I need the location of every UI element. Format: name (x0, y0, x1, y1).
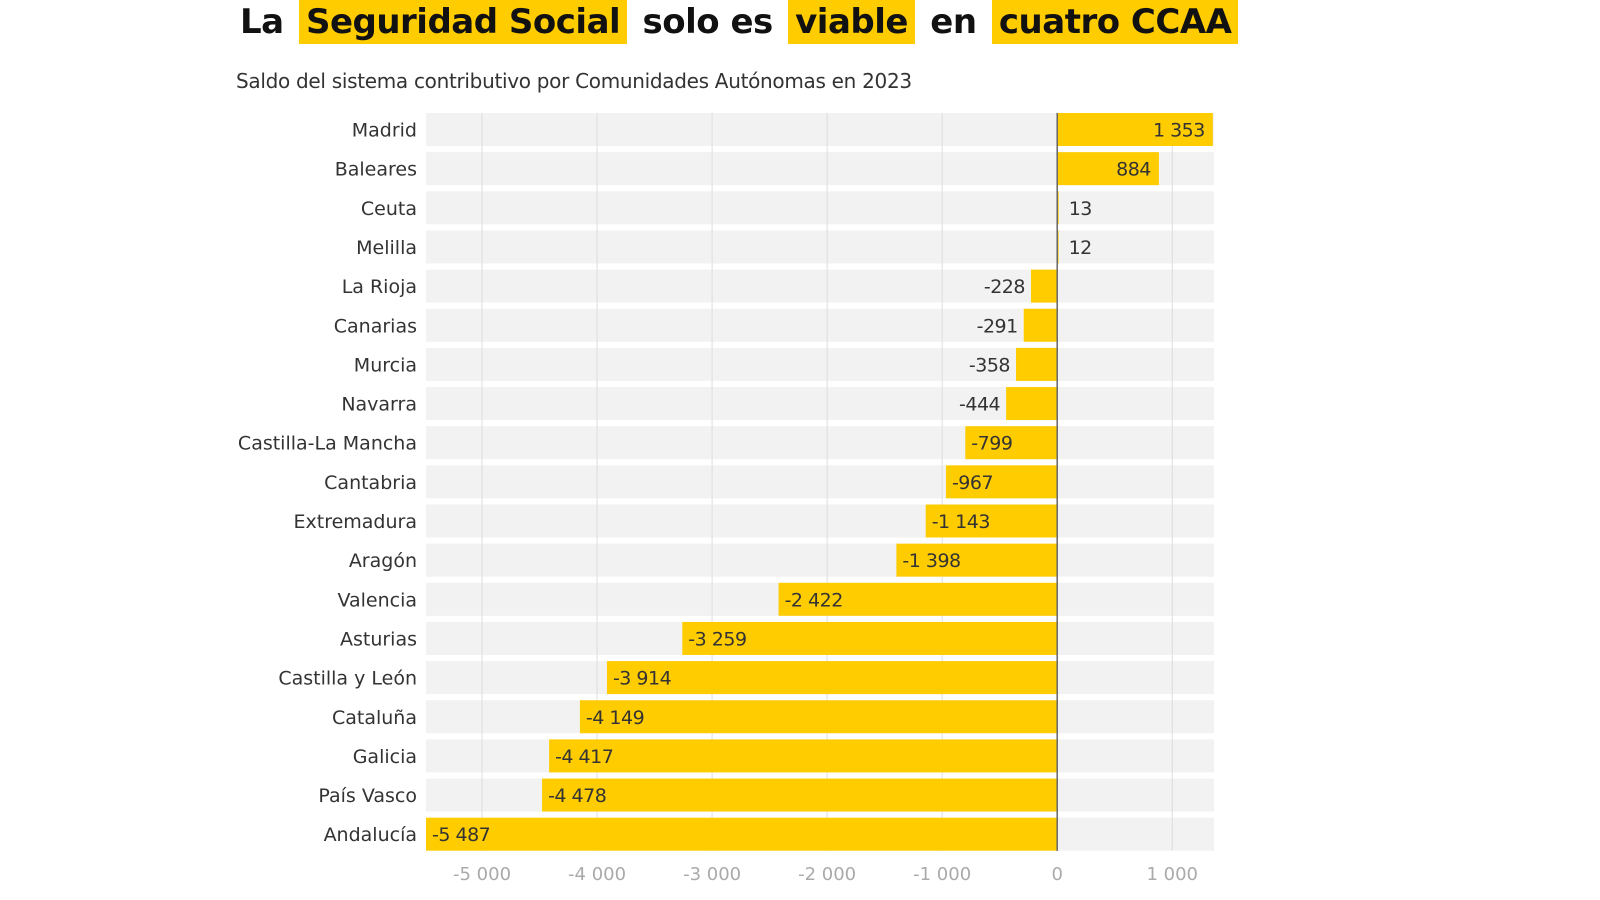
bar-cantabria (945, 465, 1058, 499)
x-tick-label: 0 (1051, 864, 1062, 885)
category-label: Cantabria (324, 472, 417, 494)
category-label: Baleares (335, 159, 417, 181)
title-highlight: Seguridad Social (298, 0, 628, 44)
title-text: solo es (642, 2, 774, 42)
value-label: -4 417 (555, 746, 613, 768)
value-label: -3 259 (688, 628, 746, 650)
row-band (426, 269, 1214, 303)
category-label: Cataluña (332, 707, 417, 729)
bar-murcia (1016, 347, 1058, 381)
x-tick-label: -1 000 (913, 864, 971, 885)
category-label: Castilla y León (278, 668, 417, 690)
category-label: Canarias (334, 315, 417, 337)
value-label: 13 (1069, 198, 1092, 220)
row-band (426, 465, 1214, 499)
category-label: Aragón (349, 550, 417, 572)
value-label: 1 353 (1153, 120, 1205, 142)
chart-title: La Seguridad Social solo es viable en cu… (236, 0, 1239, 44)
category-label: Galicia (353, 746, 417, 768)
title-highlight: viable (788, 0, 915, 44)
category-label: País Vasco (318, 785, 417, 807)
bar-galicia (549, 739, 1058, 773)
value-label: -3 914 (613, 668, 672, 690)
row-band (426, 347, 1214, 381)
value-label: -5 487 (432, 824, 490, 846)
value-label: -967 (952, 472, 993, 494)
bar-valencia (778, 582, 1058, 616)
chart-subtitle: Saldo del sistema contributivo por Comun… (236, 69, 912, 93)
value-label: -799 (971, 433, 1012, 455)
bar-canarias (1023, 308, 1058, 342)
bar-país-vasco (542, 778, 1058, 812)
row-band (426, 426, 1214, 460)
value-label: -291 (977, 315, 1018, 337)
bar-navarra (1006, 387, 1058, 421)
bar-baleares (1057, 152, 1159, 186)
row-band (426, 504, 1214, 538)
value-label: -1 143 (932, 511, 990, 533)
value-label: 884 (1116, 159, 1151, 181)
bar-la-rioja (1030, 269, 1058, 303)
row-band (426, 387, 1214, 421)
x-tick-label: -3 000 (683, 864, 741, 885)
row-band (426, 230, 1214, 264)
value-label: -228 (984, 276, 1025, 298)
value-label: -358 (969, 354, 1010, 376)
title-text: La (240, 2, 284, 42)
value-label: -1 398 (902, 550, 960, 572)
bar-cataluña (579, 700, 1058, 734)
bar-extremadura (925, 504, 1058, 538)
row-band (426, 543, 1214, 577)
value-label: 12 (1069, 237, 1092, 259)
category-label: Melilla (356, 237, 417, 259)
category-label: Madrid (352, 120, 417, 142)
bar-castilla-la-mancha (965, 426, 1058, 460)
value-label: -444 (959, 394, 1001, 416)
bar-madrid (1057, 113, 1213, 146)
category-label: Valencia (337, 589, 417, 611)
category-label: Andalucía (324, 824, 417, 846)
bar-aragón (896, 543, 1058, 577)
title-highlight: cuatro CCAA (991, 0, 1239, 44)
category-label: Asturias (340, 628, 417, 650)
bar-andalucía (426, 817, 1058, 851)
title-text: en (930, 2, 977, 42)
category-label: Murcia (354, 354, 417, 376)
bar-castilla-y-león (606, 661, 1058, 695)
bar-asturias (682, 621, 1058, 655)
x-tick-label: -5 000 (453, 864, 511, 885)
x-tick-label: -4 000 (568, 864, 626, 885)
category-label: Castilla-La Mancha (238, 433, 417, 455)
value-label: -4 149 (586, 707, 644, 729)
x-tick-label: 1 000 (1146, 864, 1198, 885)
category-label: Extremadura (294, 511, 418, 533)
category-label: Navarra (341, 394, 417, 416)
x-tick-label: -2 000 (798, 864, 856, 885)
category-label: Ceuta (361, 198, 417, 220)
category-label: La Rioja (342, 276, 417, 298)
value-label: -2 422 (785, 589, 843, 611)
row-band (426, 191, 1214, 225)
row-band (426, 308, 1214, 342)
value-label: -4 478 (548, 785, 606, 807)
